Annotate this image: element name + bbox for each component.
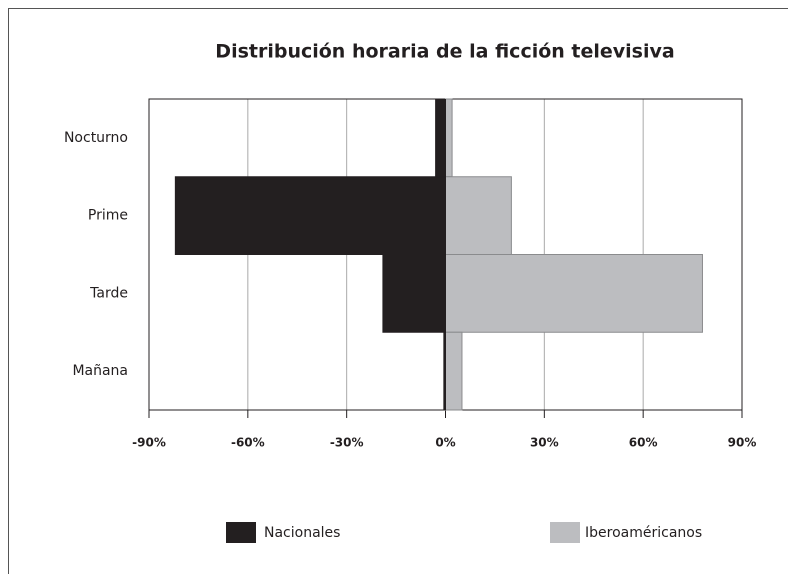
y-tick-label: Mañana bbox=[72, 363, 128, 379]
x-tick-label: 90% bbox=[728, 436, 757, 450]
x-tick-label: -30% bbox=[330, 436, 364, 450]
legend-label: Iberoaméricanos bbox=[585, 525, 702, 541]
bar bbox=[445, 176, 512, 255]
legend-swatch bbox=[226, 522, 256, 543]
y-tick-label: Nocturno bbox=[64, 130, 128, 146]
legend-label: Nacionales bbox=[264, 525, 340, 541]
legend-swatch bbox=[550, 522, 580, 543]
x-tick-label: 0% bbox=[435, 436, 455, 450]
bar bbox=[435, 98, 447, 178]
bar bbox=[445, 98, 453, 178]
chart-title: Distribución horaria de la ficción telev… bbox=[215, 41, 674, 63]
x-tick-label: -60% bbox=[231, 436, 265, 450]
y-tick-label: Tarde bbox=[89, 285, 128, 301]
bar bbox=[382, 254, 446, 333]
frame bbox=[8, 8, 788, 574]
bar bbox=[174, 176, 446, 255]
y-tick-label: Prime bbox=[88, 208, 128, 224]
x-tick-label: 60% bbox=[629, 436, 658, 450]
bar bbox=[445, 331, 463, 411]
x-tick-label: 30% bbox=[530, 436, 559, 450]
x-tick-label: -90% bbox=[132, 436, 166, 450]
bar bbox=[445, 254, 703, 333]
